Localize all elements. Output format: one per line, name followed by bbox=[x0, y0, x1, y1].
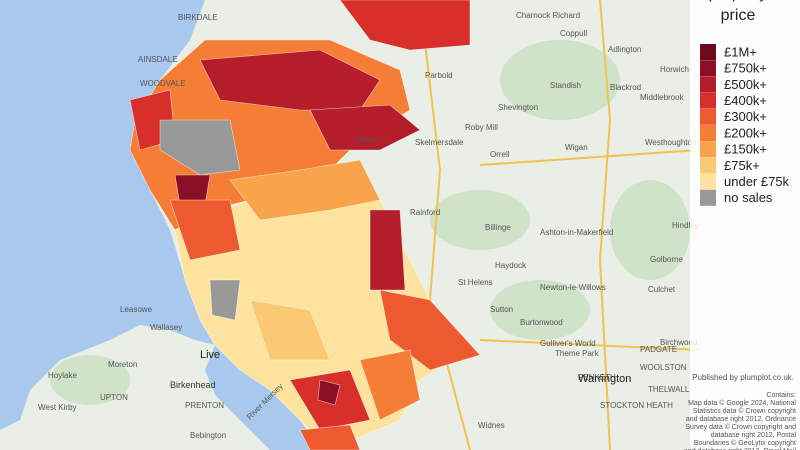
legend-label: £750k+ bbox=[724, 61, 767, 76]
attribution-line: and database right 2012, Royal Mail bbox=[684, 448, 797, 450]
place-label: Haydock bbox=[495, 261, 527, 270]
legend-swatch bbox=[700, 108, 716, 125]
place-label: PADGATE bbox=[640, 345, 677, 354]
place-label: Burtonwood bbox=[520, 318, 563, 327]
place-label: Birchwood bbox=[660, 338, 697, 347]
legend-label: £1M+ bbox=[724, 44, 757, 59]
place-label: Bebington bbox=[190, 431, 226, 440]
price-areas bbox=[129, 0, 481, 450]
place-label: PENKETH bbox=[578, 373, 616, 382]
place-label: WOODVALE bbox=[140, 79, 186, 88]
publisher: Published by plumplot.co.uk. bbox=[692, 373, 794, 382]
place-label: Theme Park bbox=[555, 349, 600, 358]
legend-title: price bbox=[721, 7, 756, 24]
place-labels: BIRKDALE AINSDALE WOODVALE Charnock Rich… bbox=[38, 11, 699, 440]
place-label: Warrington bbox=[578, 373, 631, 385]
place-label: WOOLSTON bbox=[640, 363, 687, 372]
place-label: Parbold bbox=[425, 71, 453, 80]
place-label: BIRKDALE bbox=[178, 13, 218, 22]
attribution-line: Statistics data © Crown copyright bbox=[693, 407, 796, 415]
place-label: Leasowe bbox=[120, 305, 153, 314]
place-label: athom bbox=[357, 135, 380, 144]
place-label: Ashton-in-Makerfield bbox=[540, 228, 613, 237]
legend-label: £200k+ bbox=[724, 125, 767, 140]
place-label: Skelmersdale bbox=[415, 138, 464, 147]
place-label: Westhoughton bbox=[645, 138, 696, 147]
place-label: Wallasey bbox=[150, 323, 182, 332]
attribution-line: Contains: bbox=[766, 392, 796, 399]
legend-label: £400k+ bbox=[724, 93, 767, 108]
place-label: Wigan bbox=[565, 143, 588, 152]
roads bbox=[419, 0, 701, 450]
legend-label: under £75k bbox=[724, 174, 790, 189]
place-label: Blackrod bbox=[610, 83, 641, 92]
place-label: Birkenhead bbox=[170, 380, 216, 390]
legend-swatch bbox=[700, 173, 716, 190]
place-label: Middlebrook bbox=[640, 93, 685, 102]
place-label: Live bbox=[200, 349, 220, 361]
legend-label: £150k+ bbox=[724, 142, 767, 157]
place-label: Orrell bbox=[490, 150, 510, 159]
place-label: Moreton bbox=[108, 360, 137, 369]
place-label: Sutton bbox=[490, 305, 513, 314]
place-label: Billinge bbox=[485, 223, 511, 232]
place-label: Shevington bbox=[498, 103, 538, 112]
legend-swatch bbox=[700, 76, 716, 93]
place-label: UPTON bbox=[100, 393, 128, 402]
place-label: THELWALL bbox=[648, 385, 690, 394]
legend-swatch bbox=[700, 60, 716, 77]
attribution-line: Boundaries © GeoLytix copyright bbox=[694, 439, 796, 447]
green-areas bbox=[50, 40, 690, 405]
place-label: Rainford bbox=[410, 208, 440, 217]
place-label: Adlington bbox=[608, 45, 641, 54]
sea bbox=[0, 0, 215, 430]
place-label: Coppull bbox=[560, 29, 587, 38]
attribution-line: Map data © Google 2024, National bbox=[688, 399, 796, 407]
legend-swatch bbox=[700, 157, 716, 174]
legend-swatch bbox=[700, 189, 716, 206]
place-label: Gulliver's World bbox=[540, 339, 596, 348]
place-label: Hoylake bbox=[48, 371, 77, 380]
place-label: Golborne bbox=[650, 255, 683, 264]
legend-label: £500k+ bbox=[724, 77, 767, 92]
legend-swatch bbox=[700, 141, 716, 158]
legend: £1M+ £750k+£500k+£400k+£300k+£200k+ £150k+… bbox=[700, 44, 790, 206]
place-label: West Kirby bbox=[38, 403, 77, 412]
legend-label: £300k+ bbox=[724, 109, 767, 124]
place-label: Horwich bbox=[660, 65, 689, 74]
legend-swatch bbox=[700, 44, 716, 60]
place-label: Standish bbox=[550, 81, 581, 90]
river-mersey bbox=[205, 345, 320, 450]
legend-label: £75k+ bbox=[724, 158, 760, 173]
place-label: Culchet bbox=[648, 285, 676, 294]
legend-title: property bbox=[709, 0, 768, 2]
attribution-line: database right 2012, Postal bbox=[711, 432, 797, 439]
place-label: Charnock Richard bbox=[516, 11, 580, 20]
attribution-line: Survey data © Crown copyright and bbox=[685, 423, 796, 431]
place-label: Newton-le-Willows bbox=[540, 283, 606, 292]
place-label: Roby Mill bbox=[465, 123, 498, 132]
place-label: St Helens bbox=[458, 278, 493, 287]
place-label: STOCKTON HEATH bbox=[600, 401, 673, 410]
legend-swatch bbox=[700, 92, 716, 109]
place-label: Hindley bbox=[672, 221, 699, 230]
legend-label: no sales bbox=[724, 190, 773, 205]
place-label: AINSDALE bbox=[138, 55, 178, 64]
place-label: Widnes bbox=[478, 421, 505, 430]
attribution-line: and database right 2012, Ordnance bbox=[686, 416, 796, 423]
legend-swatch bbox=[700, 125, 716, 141]
attribution: Contains:Map data © Google 2024, Nationa… bbox=[684, 392, 797, 450]
place-label: PRENTON bbox=[185, 401, 224, 410]
